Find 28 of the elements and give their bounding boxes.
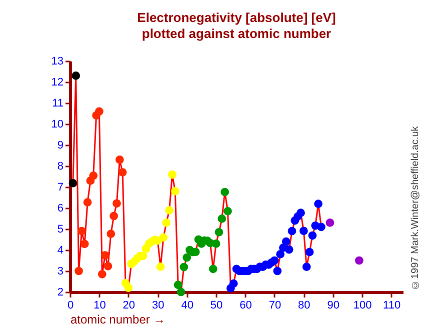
- x-tick-label: 60: [240, 300, 252, 312]
- text: ©1997 Mark.Winter@sheffield.ac.uk: [410, 125, 421, 290]
- y-tick-label: 10: [51, 118, 64, 130]
- y-tick-label: 4: [57, 244, 64, 256]
- y-tick-label: 11: [52, 98, 64, 110]
- y-tick-label: 8: [57, 160, 64, 172]
- x-tick-label: 20: [122, 300, 136, 312]
- x-tick-label: 40: [181, 300, 194, 312]
- y-tick-label: 2: [57, 286, 64, 298]
- y-tick-label: 6: [57, 202, 64, 214]
- x-tick-label: 80: [298, 300, 310, 312]
- chart-title: Electronegativity [absolute] [eV]: [137, 10, 336, 25]
- x-tick-label: 90: [327, 300, 340, 312]
- y-tick-label: 5: [57, 224, 64, 236]
- x-tick-label: 30: [152, 300, 164, 312]
- x-tick-label: 0: [67, 300, 74, 312]
- y-tick-label: 3: [57, 266, 64, 278]
- x-tick-label: 50: [210, 300, 223, 312]
- chart-subtitle: plotted against atomic number: [142, 26, 332, 41]
- x-tick-label: 100: [353, 300, 372, 312]
- x-tick-label: 110: [383, 300, 401, 312]
- y-tick-label: 12: [51, 76, 64, 88]
- x-tick-label: 70: [268, 300, 282, 312]
- y-tick-label: 9: [57, 140, 64, 152]
- y-tick-label: 13: [51, 56, 64, 68]
- x-axis-title: atomic number →: [70, 312, 166, 326]
- x-tick-label: 10: [94, 300, 106, 312]
- y-tick-label: 7: [57, 182, 64, 194]
